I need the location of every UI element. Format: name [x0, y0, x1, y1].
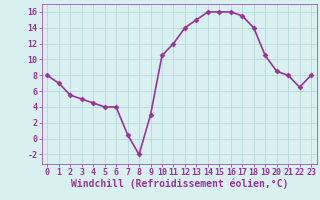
X-axis label: Windchill (Refroidissement éolien,°C): Windchill (Refroidissement éolien,°C): [70, 179, 288, 189]
